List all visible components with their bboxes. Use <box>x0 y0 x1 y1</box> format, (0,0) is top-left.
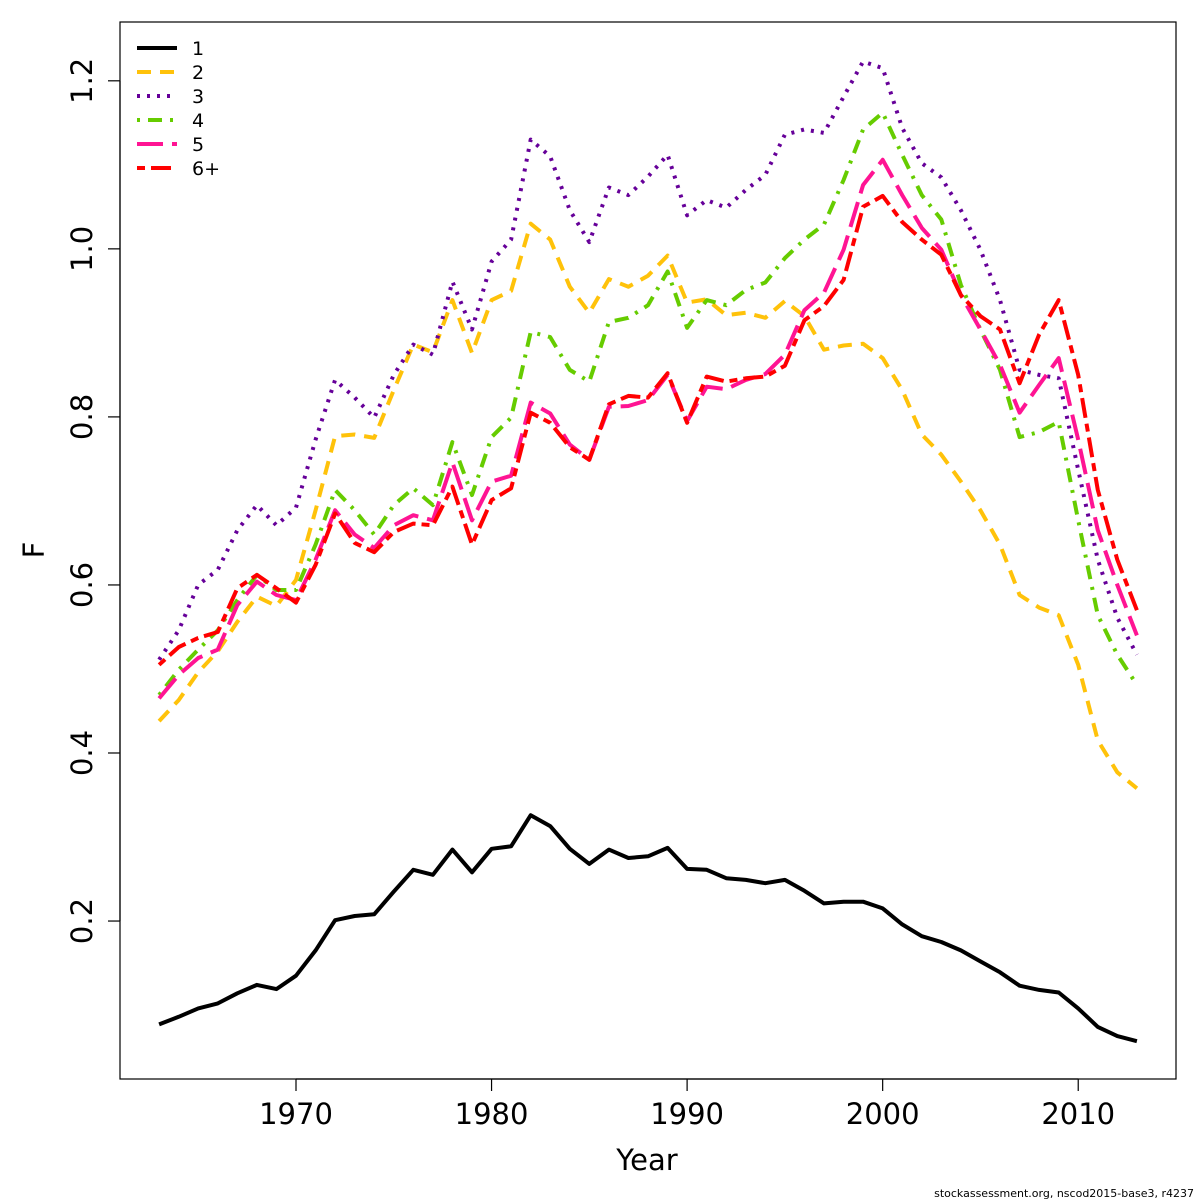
caption: stockassessment.org, nscod2015-base3, r4… <box>934 1187 1194 1200</box>
y-tick-label: 1.0 <box>65 226 99 272</box>
series-line <box>157 59 1139 661</box>
x-tick-label: 1970 <box>259 1097 333 1131</box>
series-line <box>157 193 1139 667</box>
legend-label: 6+ <box>192 158 220 180</box>
legend-label: 4 <box>192 110 204 132</box>
x-tick-label: 2010 <box>1041 1097 1115 1131</box>
y-axis-label: F <box>17 542 51 559</box>
series-line <box>157 221 1139 790</box>
series-line <box>157 110 1139 697</box>
plot-frame <box>119 21 1177 1080</box>
y-tick-label: 0.8 <box>65 394 99 440</box>
x-axis-label: Year <box>615 1143 677 1177</box>
legend-label: 5 <box>192 134 204 156</box>
series-line <box>158 813 1138 1044</box>
legend-label: 2 <box>192 62 204 84</box>
y-tick-label: 0.6 <box>65 562 99 608</box>
x-tick-label: 2000 <box>846 1097 920 1131</box>
series-line <box>157 157 1139 700</box>
y-tick-label: 0.4 <box>65 730 99 776</box>
x-tick-label: 1990 <box>650 1097 724 1131</box>
y-tick-label: 0.2 <box>65 898 99 944</box>
x-tick-label: 1980 <box>455 1097 529 1131</box>
y-tick-label: 1.2 <box>65 58 99 104</box>
legend-label: 1 <box>192 38 204 60</box>
legend-label: 3 <box>192 86 204 108</box>
